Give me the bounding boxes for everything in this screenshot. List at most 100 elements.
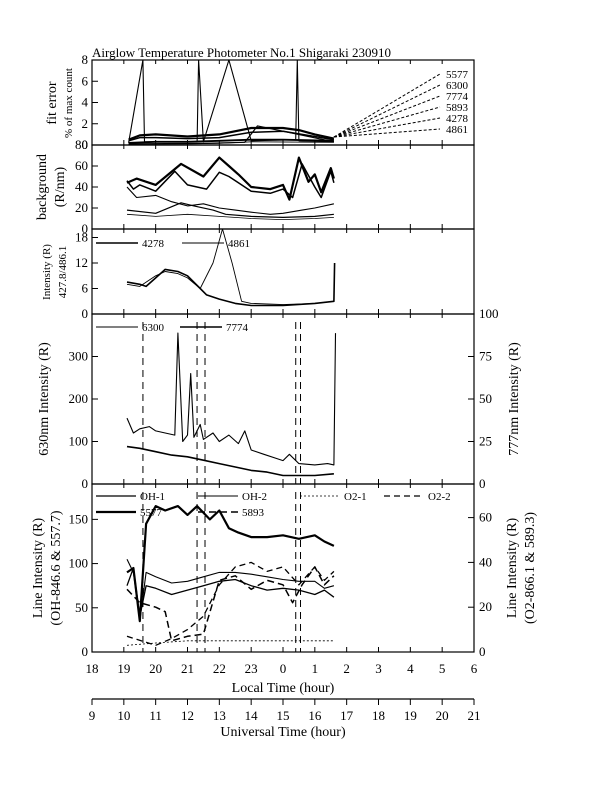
xtick-label-ut: 10	[117, 708, 130, 723]
ytick-label-red: 0	[82, 476, 89, 491]
ytick-label-fit: 4	[82, 95, 89, 110]
ylabel-int4-2: 427.8/486.1	[57, 246, 69, 299]
legend-label-oh-2: OH-2	[242, 491, 267, 503]
series-bg-4278	[126, 202, 334, 218]
panel-frame-red	[91, 313, 475, 485]
ylabel-bg-2: (R/nm)	[53, 166, 68, 207]
local-time-label: Local Time (hour)	[232, 681, 335, 696]
ytick-right-label-red: 50	[479, 391, 492, 406]
ylabel-red-right: 777nm Intensity (R)	[507, 342, 522, 456]
fit-legend-line-5893	[333, 106, 441, 138]
ylabel-line-left-1: Line Intensity (R)	[31, 518, 46, 619]
series-fit-7774	[128, 59, 334, 143]
figure-title: Airglow Temperature Photometer No.1 Shig…	[92, 45, 391, 60]
ytick-label-int4: 18	[75, 230, 88, 245]
xtick-label-ut: 11	[149, 708, 162, 723]
ytick-label-bg: 60	[75, 158, 88, 173]
xtick-label-ut: 13	[213, 708, 226, 723]
series-line-5893	[126, 566, 335, 642]
xtick-label-local: 4	[407, 661, 414, 676]
xtick-label-local: 6	[471, 661, 478, 676]
series-int4-4861	[126, 228, 334, 306]
fit-legend-line-6300	[333, 84, 441, 138]
xtick-label-ut: 12	[181, 708, 194, 723]
ytick-label-fit: 2	[82, 116, 89, 131]
xtick-label-local: 2	[343, 661, 350, 676]
ytick-label-int4: 6	[82, 281, 89, 296]
series-red-6300	[126, 332, 337, 466]
series-line-o2-1	[126, 640, 334, 646]
xtick-label-ut: 21	[468, 708, 481, 723]
ylabel-line-right-1: Line Intensity (R)	[505, 518, 520, 619]
xtick-label-local: 21	[181, 661, 194, 676]
fit-legend-line-4278	[333, 117, 441, 138]
ytick-right-label-red: 0	[479, 476, 486, 491]
series-red-7774	[126, 445, 334, 477]
legend-label-oh-1: OH-1	[140, 491, 165, 503]
xtick-label-ut: 16	[308, 708, 322, 723]
ytick-label-int4: 12	[75, 255, 88, 270]
xtick-label-local: 1	[312, 661, 319, 676]
ytick-label-red: 100	[69, 434, 89, 449]
ylabel-line-left-2: (OH-846.6 & 557.7)	[49, 510, 64, 625]
ytick-right-label-red: 100	[479, 306, 499, 321]
xtick-label-local: 23	[245, 661, 258, 676]
xtick-label-ut: 20	[436, 708, 449, 723]
ytick-right-label-red: 75	[479, 349, 492, 364]
xtick-label-ut: 9	[89, 708, 96, 723]
series-bg-6300	[126, 163, 335, 199]
ytick-label-bg: 20	[75, 200, 88, 215]
legend-label-o2-1: O2-1	[344, 491, 367, 503]
panel-frame-fit	[91, 59, 475, 146]
xtick-label-ut: 14	[245, 708, 259, 723]
universal-time-label: Universal Time (hour)	[220, 725, 346, 740]
ytick-label-line: 100	[69, 556, 89, 571]
xtick-label-local: 0	[280, 661, 287, 676]
series-fit-5893	[128, 138, 334, 144]
fit-legend-label-5577: 5577	[446, 69, 469, 81]
legend-label-7774: 7774	[226, 322, 249, 334]
series-bg-7774	[126, 186, 335, 215]
fit-legend-line-7774	[333, 95, 441, 138]
ylabel-fit-1: fit error	[45, 81, 60, 124]
ytick-label-bg: 0	[82, 221, 89, 236]
legend-label-4278: 4278	[142, 238, 165, 250]
ytick-label-int4: 0	[82, 306, 89, 321]
ytick-label-bg: 80	[75, 137, 88, 152]
ytick-label-line: 0	[82, 644, 89, 659]
xtick-label-local: 20	[149, 661, 162, 676]
ytick-label-fit: 6	[82, 73, 89, 88]
ytick-right-label-line: 60	[479, 510, 492, 525]
series-bg-4861	[126, 213, 334, 220]
series-bg-5577	[126, 156, 335, 201]
xtick-label-local: 18	[86, 661, 99, 676]
series-line-oh-1	[126, 567, 335, 618]
fit-legend-label-6300: 6300	[446, 80, 469, 92]
series-fit-5577	[128, 126, 335, 141]
ytick-label-fit: 0	[82, 137, 89, 152]
series-fit-6300	[128, 130, 335, 142]
ylabel-line-right-2: (O2-866.1 & 589.3)	[523, 512, 538, 624]
ytick-label-line: 50	[75, 600, 88, 615]
xtick-label-local: 3	[375, 661, 382, 676]
ytick-label-line: 150	[69, 511, 89, 526]
xtick-label-local: 22	[213, 661, 226, 676]
ytick-label-fit: 8	[82, 52, 89, 67]
series-line-5577	[126, 505, 335, 623]
series-line-oh-2	[126, 558, 335, 622]
series-fit-4861	[128, 141, 334, 145]
xtick-label-ut: 18	[372, 708, 385, 723]
ytick-label-red: 300	[69, 349, 89, 364]
legend-label-6300: 6300	[142, 322, 165, 334]
ylabel-fit-2: % of max count	[63, 68, 75, 138]
ytick-right-label-line: 40	[479, 554, 492, 569]
ylabel-int4-1: Intensity (R)	[41, 244, 53, 300]
ylabel-bg-1: background	[35, 154, 50, 220]
fit-legend-line-5577	[333, 73, 441, 138]
ytick-label-red: 200	[69, 391, 89, 406]
legend-label-4861: 4861	[228, 238, 250, 250]
fit-legend-label-4861: 4861	[446, 124, 468, 136]
xtick-label-ut: 15	[277, 708, 290, 723]
fit-legend-label-5893: 5893	[446, 102, 469, 114]
